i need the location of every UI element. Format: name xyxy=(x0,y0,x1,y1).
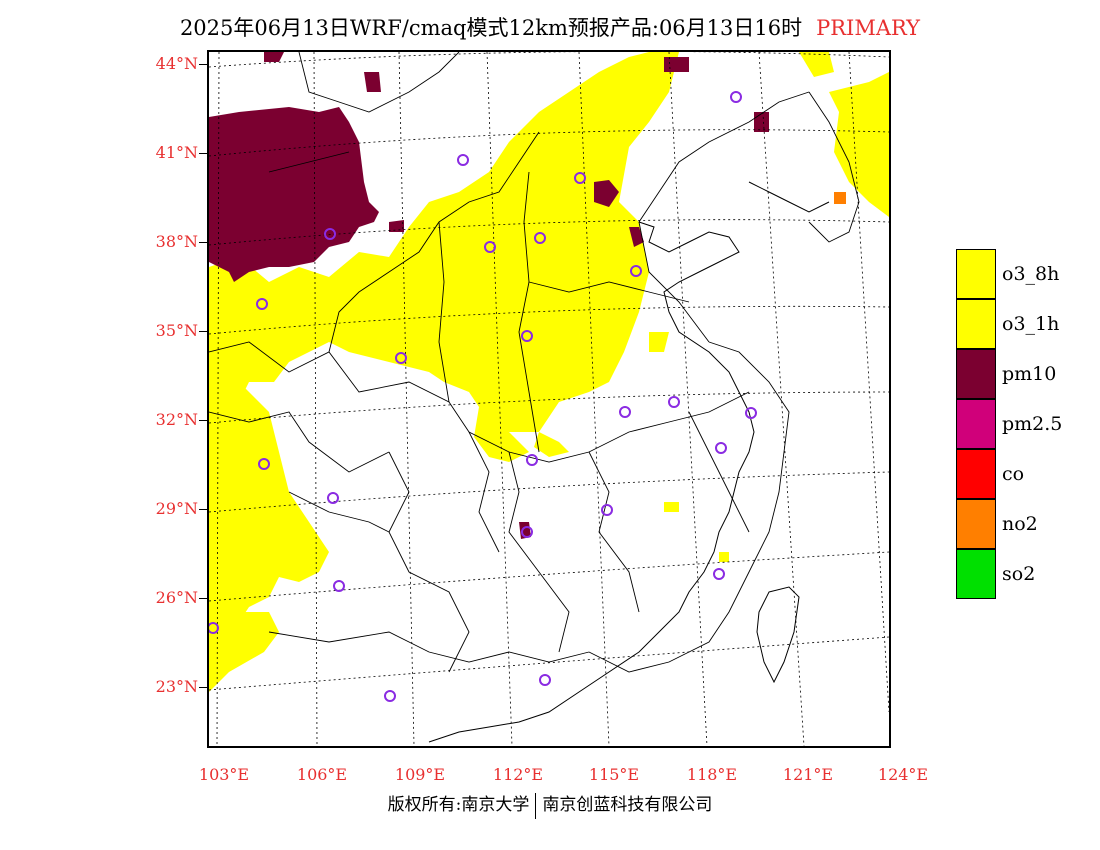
legend-label: o3_8h xyxy=(1002,263,1060,285)
lat-label: 32°N xyxy=(128,410,208,429)
title-primary-tag: PRIMARY xyxy=(816,16,921,40)
lon-label: 118°E xyxy=(686,765,738,784)
legend-swatch xyxy=(956,449,996,499)
legend-label: co xyxy=(1002,463,1025,485)
legend-swatch xyxy=(956,549,996,599)
lat-label: 29°N xyxy=(128,499,208,518)
lon-label: 115°E xyxy=(588,765,640,784)
lon-label: 124°E xyxy=(877,765,929,784)
province-boundaries xyxy=(209,52,860,673)
legend-swatch xyxy=(956,499,996,549)
lat-label: 35°N xyxy=(128,321,208,340)
lat-label: 26°N xyxy=(128,588,208,607)
legend-swatch xyxy=(956,299,996,349)
lon-label: 112°E xyxy=(492,765,544,784)
legend-label: o3_1h xyxy=(1002,313,1060,335)
lat-label: 38°N xyxy=(128,232,208,251)
no2-hotspot xyxy=(834,192,846,204)
lon-label: 109°E xyxy=(394,765,446,784)
copyright-right: 南京创蓝科技有限公司 xyxy=(542,795,713,815)
legend-swatch xyxy=(956,349,996,399)
map-canvas xyxy=(209,52,889,746)
legend-label: so2 xyxy=(1002,563,1036,585)
legend-swatch xyxy=(956,249,996,299)
forecast-map[interactable] xyxy=(207,50,891,748)
lon-label: 121°E xyxy=(782,765,834,784)
legend-label: no2 xyxy=(1002,513,1038,535)
lat-label: 41°N xyxy=(128,143,208,162)
copyright-footer: 版权所有:南京大学 南京创蓝科技有限公司 xyxy=(0,790,1100,819)
lon-label: 103°E xyxy=(198,765,250,784)
monitoring-stations xyxy=(209,91,757,702)
copyright-separator xyxy=(535,792,537,819)
legend-label: pm10 xyxy=(1002,363,1057,385)
o3-pollution-area xyxy=(209,52,889,692)
lat-label: 23°N xyxy=(128,677,208,696)
coastline xyxy=(428,181,830,743)
lon-label: 106°E xyxy=(296,765,348,784)
title-main: 2025年06月13日WRF/cmaq模式12km预报产品:06月13日16时 xyxy=(179,16,803,40)
legend-swatch xyxy=(956,399,996,449)
copyright-left: 版权所有:南京大学 xyxy=(387,795,530,815)
lat-label: 44°N xyxy=(128,54,208,73)
legend-label: pm2.5 xyxy=(1002,413,1063,435)
map-title: 2025年06月13日WRF/cmaq模式12km预报产品:06月13日16时 P… xyxy=(0,12,1100,42)
pm10-pollution-area xyxy=(209,52,769,539)
